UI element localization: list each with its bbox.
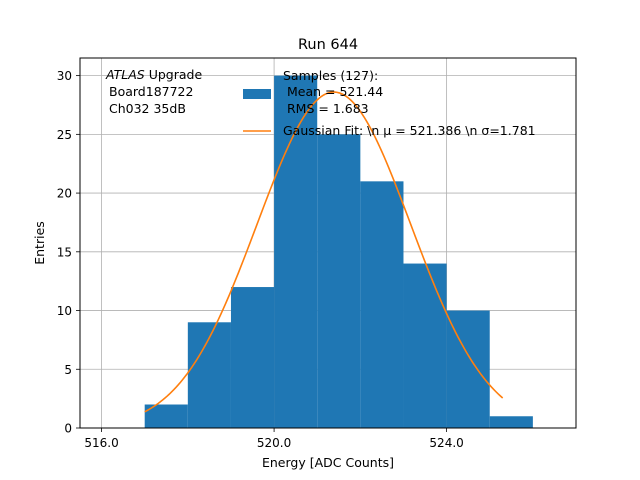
histogram-bar	[230, 287, 275, 428]
legend-fit-label: Gaussian Fit: \n μ = 521.386 \n σ=1.781	[283, 123, 536, 138]
legend-hist-rms: RMS = 1.683	[287, 101, 369, 116]
histogram-bar	[317, 134, 361, 428]
y-tick-label: 5	[64, 363, 72, 377]
atlas-annotation: ATLAS Upgrade Board187722 Ch032 35dB	[105, 67, 202, 116]
plot-frame	[79, 57, 577, 429]
y-tick-label: 20	[57, 187, 72, 201]
y-axis-label: Entries	[32, 221, 47, 265]
x-tick-label: 516.0	[84, 436, 118, 450]
x-tick-label: 524.0	[429, 436, 463, 450]
legend-histogram-swatch	[243, 89, 271, 99]
x-axis-label: Energy [ADC Counts]	[262, 455, 394, 470]
svg-text:ATLAS Upgrade: ATLAS Upgrade	[105, 67, 202, 82]
histogram-bar	[360, 181, 404, 428]
histogram-bar	[489, 416, 533, 428]
x-tick-label: 520.0	[257, 436, 291, 450]
legend: Samples (127): Mean = 521.44 RMS = 1.683…	[243, 68, 536, 138]
y-tick-label: 30	[57, 69, 72, 83]
y-tick-label: 15	[57, 245, 72, 259]
y-axis-ticks: 0 5 10 15 20 25 30	[57, 69, 80, 436]
histogram-bars	[144, 75, 533, 428]
atlas-annotation-channel: Ch032 35dB	[109, 101, 186, 116]
legend-hist-mean: Mean = 521.44	[287, 84, 383, 99]
histogram-bar	[187, 322, 231, 428]
y-tick-label: 10	[57, 304, 72, 318]
histogram-bar	[274, 75, 318, 428]
atlas-annotation-board: Board187722	[109, 84, 193, 99]
atlas-annotation-italic: ATLAS	[105, 67, 145, 82]
x-axis-ticks: 516.0 520.0 524.0	[84, 428, 464, 450]
y-tick-label: 25	[57, 128, 72, 142]
histogram-bar	[403, 263, 447, 428]
atlas-annotation-rest: Upgrade	[145, 67, 203, 82]
chart-title: Run 644	[298, 37, 358, 53]
gaussian-fit-curve	[144, 91, 504, 413]
legend-header: Samples (127):	[283, 68, 378, 83]
y-tick-label: 0	[64, 422, 72, 436]
histogram-bar	[144, 404, 188, 428]
